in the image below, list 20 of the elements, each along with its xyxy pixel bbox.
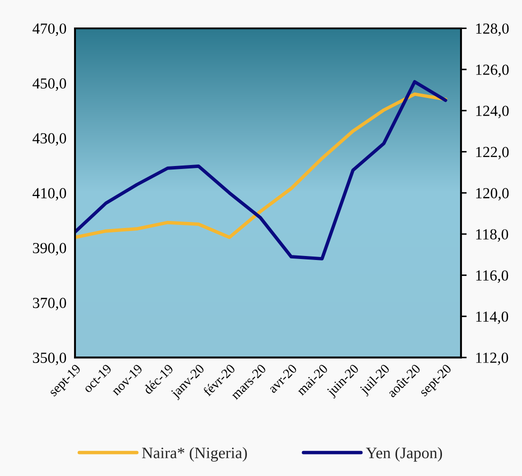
y-tick-label: 350,0 [33, 352, 66, 366]
line-series [75, 80, 448, 260]
y2-tick-label: 114,0 [476, 311, 508, 324]
legend-label: Yen (Japon) [366, 447, 442, 462]
y2-tick-label: 122,0 [476, 146, 509, 160]
y2-tick-label: 128,0 [476, 23, 509, 36]
y2-tick-label: 126,0 [476, 64, 509, 78]
y2-tick-label: 118,0 [476, 229, 508, 242]
y-tick-label: 470,0 [32, 23, 66, 36]
y-tick-label: 430,0 [32, 133, 66, 146]
y-tick-label: 370,0 [33, 298, 66, 310]
y-tick-label: 450,0 [32, 78, 66, 91]
y2-tick-label: 116,0 [476, 270, 508, 283]
y2-tick-label: 124,0 [476, 106, 509, 118]
legend-label: Naira* (Nigeria) [142, 447, 247, 462]
y2-tick-label: 120,0 [476, 188, 509, 201]
line-series [75, 92, 448, 240]
y-tick-label: 390,0 [33, 242, 66, 256]
y2-tick-label: 112,0 [476, 352, 508, 366]
y-tick-label: 410,0 [32, 188, 66, 201]
